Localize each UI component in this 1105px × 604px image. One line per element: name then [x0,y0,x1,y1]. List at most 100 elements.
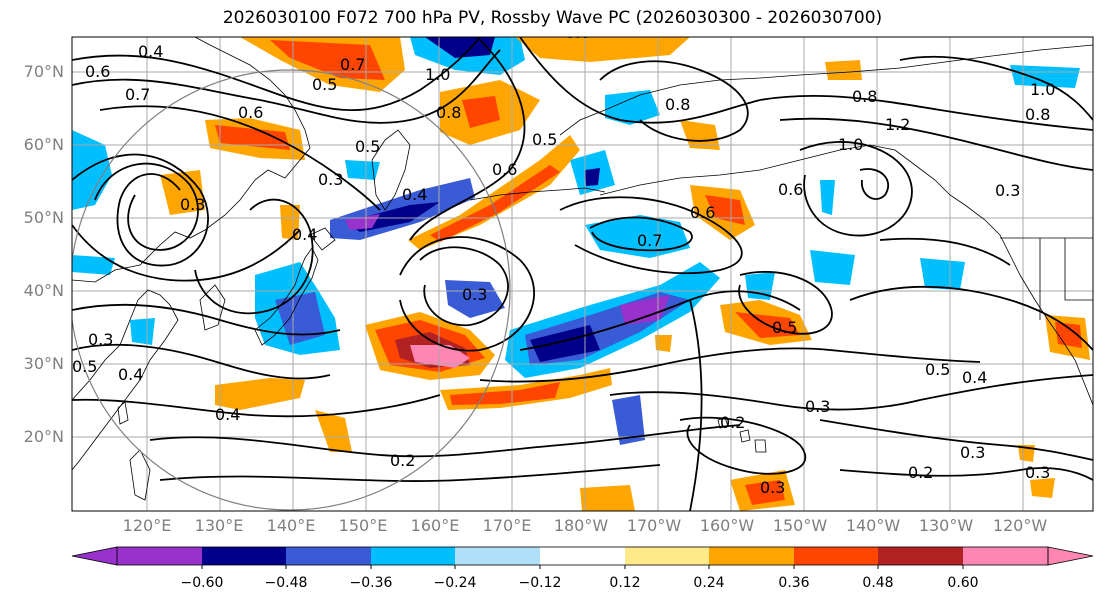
coastline-alaska [559,44,1093,136]
grid-lines [72,37,1093,511]
anomaly-positive [315,410,352,452]
colorbar-band [371,547,455,565]
contour-label: 0.6 [492,160,517,179]
contour-line [599,60,749,142]
contour-label: 0.4 [962,368,987,387]
lon-label: 140°E [266,516,316,535]
lon-label: 130°W [918,516,974,535]
contour-line [72,49,501,124]
colorbar-tick-label: −0.12 [518,575,562,591]
contour-line [194,198,314,315]
coastlines [72,37,1093,501]
contour-line [849,285,1093,351]
coastline-kamchatka [371,129,411,211]
colorbar-tick-label: −0.48 [264,575,308,591]
contour-label: 0.5 [532,130,557,149]
contour-line [799,141,913,237]
contour-line [589,216,693,252]
colorbar-band [202,547,286,565]
contour-line [419,246,509,327]
anomaly-negative [72,255,115,275]
map-title: 2026030100 F072 700 hPa PV, Rossby Wave … [222,8,883,28]
plot-area: 0.4 0.6 0.7 0.5 0.6 0.5 0.3 0.3 0.8 1.0 … [72,23,1093,511]
colorbar-band [963,547,1048,565]
lon-label: 170°W [626,516,682,535]
coastline-aleutians [469,187,606,201]
colorbar-arrow-low [71,546,118,566]
contour-line [859,168,890,200]
contour-line [399,236,535,352]
contour-line [879,237,1011,266]
contour-label: 0.6 [778,180,803,199]
colorbar-band [794,547,878,565]
colorbar-tick-label: −0.36 [349,575,393,591]
contour-line [519,290,801,351]
contour-label: 0.6 [565,23,590,42]
anomaly-negative [585,168,600,186]
coastline-taiwan [117,401,129,425]
colorbar-tick-label: −0.24 [433,575,477,591]
anomaly-positive [410,345,470,368]
colorbar-tick-label: 0.60 [947,575,979,591]
anomaly-negative [130,318,155,345]
contour-label: 0.7 [340,55,365,74]
anomaly-positive [215,378,305,410]
anomaly-negative [530,325,600,362]
plot-frame [71,36,1094,512]
contour-line [149,424,741,458]
contour-label: 0.4 [215,405,240,424]
coastline-china [72,289,179,471]
anomaly-positive [580,485,635,511]
anomaly-negative [605,90,660,125]
anomaly-negative [612,395,645,445]
colorbar-band [117,547,202,565]
anomaly-positive [825,60,862,80]
contour-label: 0.7 [637,231,662,250]
anomaly-negative [810,250,855,285]
colorbar-band [540,547,625,565]
contour-line [839,467,1093,481]
anomaly-positive [680,120,720,150]
anomaly-positive [655,335,672,352]
contour-line [779,117,1093,171]
contour-label-group: 0.4 0.6 0.7 0.5 0.6 0.5 0.3 0.3 0.8 1.0 … [72,23,1055,497]
contour-label: 0.3 [960,443,985,462]
lon-label: 130°E [194,516,244,535]
contour-label: 0.3 [1025,463,1050,482]
colorbar-band [709,547,794,565]
colorbar-tick-label: 0.12 [609,575,641,591]
contour-line [72,394,441,418]
anomaly-positive [450,382,560,405]
contour-label: 0.5 [772,318,797,337]
contour-label: 0.4 [292,225,317,244]
colorbar-tick-label: 0.48 [862,575,894,591]
coastline-alaska-south [599,144,1001,236]
anomaly-negative [275,292,325,345]
lon-label: 150°E [338,516,388,535]
anomaly-positive [1030,478,1055,498]
anomaly-negative [425,37,495,58]
contour-line [738,271,833,335]
anomaly-positive [462,96,500,128]
contour-label: 0.4 [402,185,427,204]
contour-line [159,464,661,482]
contour-label: 1.0 [838,135,863,154]
contour-line [479,347,981,383]
lon-label: 150°W [772,516,828,535]
contour-label: 0.2 [390,451,415,470]
anomaly-positive [408,135,580,250]
colorbar [71,546,1094,569]
border-states [1039,238,1093,320]
anomaly-negative [820,180,835,215]
lon-label: 170°E [482,516,532,535]
reference-circle [72,69,511,511]
anomaly-negative [72,130,112,210]
contour-label: 0.5 [355,137,380,156]
colorbar-tick-label: 0.24 [693,575,725,591]
contour-label: 0.5 [312,75,337,94]
contour-label: 0.3 [805,397,830,416]
contour-line [689,299,703,511]
contour-label: 0.8 [436,103,461,122]
contour-line [72,153,209,267]
contour-line [99,105,381,211]
